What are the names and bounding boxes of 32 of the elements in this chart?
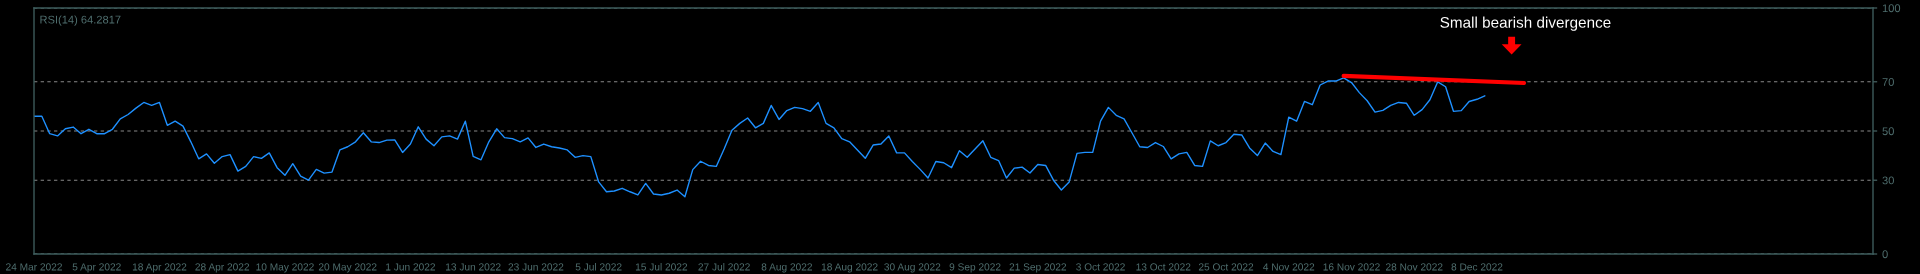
x-tick-label: 18 Apr 2022: [132, 263, 187, 273]
y-tick-label: 30: [1882, 176, 1894, 185]
x-tick-label: 18 Aug 2022: [821, 263, 878, 273]
y-tick-label: 50: [1882, 127, 1894, 136]
line-series: [34, 77, 1486, 198]
x-tick-label: 8 Dec 2022: [1451, 263, 1503, 271]
x-tick-label: 5 Apr 2022: [72, 263, 121, 273]
x-tick-label: 23 Jun 2022: [508, 263, 564, 271]
x-tick-label: 13 Jun 2022: [446, 263, 501, 271]
x-tick-label: 3 Oct 2022: [1076, 263, 1125, 271]
x-tick-label: 28 Nov 2022: [1385, 263, 1443, 271]
x-tick-label: 13 Oct 2022: [1136, 263, 1191, 271]
x-tick-label: 9 Sep 2022: [949, 263, 1001, 273]
x-tick-label: 4 Nov 2022: [1263, 263, 1315, 271]
x-tick-label: 16 Nov 2022: [1323, 263, 1380, 271]
x-tick-label: 5 Jul 2022: [575, 263, 622, 271]
x-tick-label: 25 Oct 2022: [1198, 263, 1254, 271]
x-tick-label: 24 Mar 2022: [6, 263, 62, 271]
y-tick-label: 70: [1882, 78, 1894, 86]
x-tick-label: 1 Jun 2022: [386, 263, 436, 271]
annotation: RSI(14) 64.2817: [40, 15, 121, 26]
x-tick-label: 27 Jul 2022: [698, 263, 750, 271]
y-tick-label: 100: [1882, 4, 1901, 13]
y-tick-label: 0: [1882, 250, 1888, 259]
x-tick-label: 20 May 2022: [318, 263, 377, 273]
x-tick-label: 10 May 2022: [256, 263, 314, 273]
x-tick-label: 30 Aug 2022: [884, 263, 941, 273]
x-tick-label: 28 Apr 2022: [195, 263, 250, 273]
x-tick-label: 15 Jul 2022: [635, 263, 688, 271]
x-tick-label: 8 Aug 2022: [761, 263, 812, 273]
annotation: Small bearish divergence: [1440, 16, 1611, 31]
x-tick-label: 21 Sep 2022: [1009, 263, 1067, 273]
